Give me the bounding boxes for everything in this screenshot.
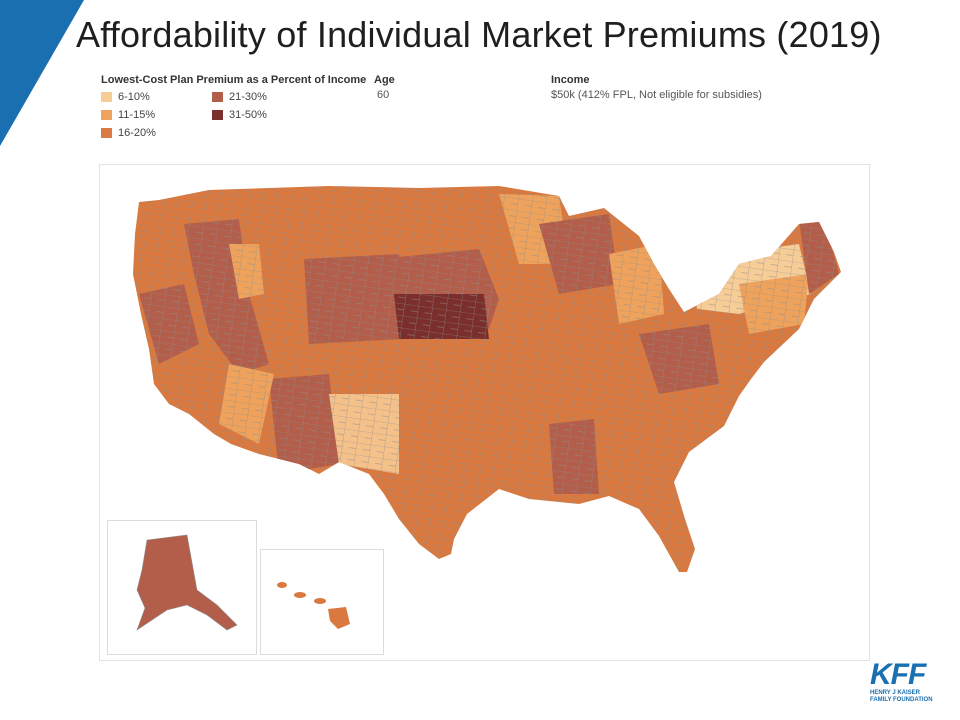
corner-banner — [0, 0, 84, 146]
legend-item: 21-30% — [212, 91, 267, 103]
income-value: $50k (412% FPL, Not eligible for subsidi… — [551, 89, 762, 101]
legend-label: 31-50% — [229, 109, 267, 121]
page-title: Affordability of Individual Market Premi… — [76, 14, 882, 55]
map-region — [277, 582, 287, 588]
kff-logo-line1: HENRY J KAISER — [870, 690, 921, 696]
kff-logo-line2: FAMILY FOUNDATION — [870, 697, 933, 703]
age-label: Age — [374, 74, 395, 86]
map-frame — [99, 164, 870, 661]
legend-label: 11-15% — [118, 109, 156, 121]
legend-item: 11-15% — [101, 109, 155, 121]
legend-swatch — [101, 110, 112, 120]
legend-label: 6-10% — [118, 91, 150, 103]
map-region — [314, 598, 326, 604]
age-value: 60 — [377, 89, 390, 101]
legend-item: 6-10% — [101, 91, 150, 103]
map-region — [294, 592, 306, 598]
legend-label: 16-20% — [118, 127, 156, 139]
income-label: Income — [551, 74, 590, 86]
us-map — [133, 186, 841, 572]
alaska-inset-frame — [107, 520, 257, 655]
legend-swatch — [101, 92, 112, 102]
legend-swatch — [212, 92, 223, 102]
kff-logo: KFF HENRY J KAISER FAMILY FOUNDATION — [870, 660, 948, 704]
hawaii-inset-frame — [260, 549, 384, 655]
alaska-inset — [136, 534, 238, 631]
legend-swatch — [101, 128, 112, 138]
legend-item: 31-50% — [212, 109, 267, 121]
map-region — [328, 607, 350, 629]
hawaii-inset — [277, 582, 350, 629]
legend-label: 21-30% — [229, 91, 267, 103]
map-region — [136, 534, 238, 631]
kff-logo-mark: KFF — [870, 658, 926, 691]
legend-item: 16-20% — [101, 127, 156, 139]
legend-title: Lowest-Cost Plan Premium as a Percent of… — [101, 74, 367, 86]
legend-swatch — [212, 110, 223, 120]
